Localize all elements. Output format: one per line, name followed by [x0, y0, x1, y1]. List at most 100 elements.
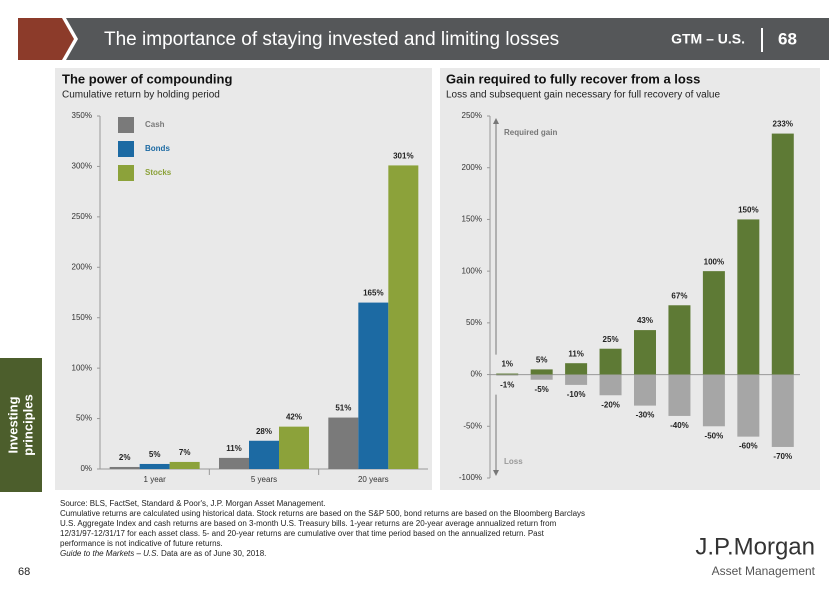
legend-swatch	[118, 165, 134, 181]
series-annotation: Loss	[504, 457, 523, 466]
value-label: 2%	[119, 453, 131, 462]
value-label: 1%	[501, 360, 513, 369]
chart-subtitle: Loss and subsequent gain necessary for f…	[446, 90, 720, 101]
y-tick-label: 250%	[462, 111, 482, 120]
value-label: -70%	[773, 452, 792, 461]
y-tick-label: 100%	[72, 363, 92, 372]
bar	[737, 219, 760, 375]
value-label: -5%	[535, 385, 549, 394]
side-tab-line: Investing	[5, 396, 20, 453]
y-tick-label: 0%	[470, 370, 482, 379]
side-tab	[0, 358, 42, 492]
value-label: 11%	[568, 349, 584, 358]
loss-arrowhead	[493, 470, 499, 476]
bar	[702, 374, 725, 427]
note: 12/31/97-12/31/17 for each asset class. …	[60, 529, 545, 538]
value-label: 7%	[179, 448, 191, 457]
value-label: 165%	[363, 289, 383, 298]
y-tick-label: 100%	[462, 266, 482, 275]
bar	[668, 305, 691, 375]
header-bar	[66, 18, 829, 60]
bar	[109, 466, 140, 469]
as-of: Guide to the Markets – U.S. Data are as …	[60, 549, 266, 558]
legend-swatch	[118, 117, 134, 133]
y-tick-label: -50%	[463, 421, 482, 430]
bar	[139, 463, 170, 469]
x-tick-label: 5 years	[251, 475, 277, 484]
bar	[634, 374, 656, 406]
legend-swatch	[118, 141, 134, 157]
value-label: 150%	[738, 206, 758, 215]
bar	[358, 302, 389, 469]
header-page: 68	[778, 29, 797, 48]
header-accent	[18, 18, 74, 60]
value-label: 67%	[671, 291, 687, 300]
y-tick-label: 50%	[466, 318, 482, 327]
series-annotation: Required gain	[504, 128, 557, 137]
y-tick-label: 250%	[72, 212, 92, 221]
x-tick-label: 1 year	[144, 475, 167, 484]
value-label: -20%	[601, 400, 620, 409]
legend-label: Stocks	[145, 168, 172, 177]
bar	[169, 461, 200, 469]
note: performance is not indicative of future …	[60, 539, 223, 548]
bar	[279, 426, 309, 469]
value-label: 301%	[393, 152, 413, 161]
y-tick-label: 300%	[72, 162, 92, 171]
right-panel	[440, 68, 820, 490]
bar	[530, 374, 553, 380]
y-tick-label: 0%	[80, 464, 92, 473]
y-tick-label: 350%	[72, 111, 92, 120]
y-tick-label: 200%	[462, 163, 482, 172]
y-tick-label: 150%	[462, 215, 482, 224]
bar	[249, 440, 279, 469]
gain-arrowhead	[493, 118, 499, 124]
header-series: GTM – U.S.	[671, 31, 745, 47]
logo-name: J.P.Morgan	[695, 533, 815, 560]
value-label: -50%	[705, 431, 724, 440]
value-label: 100%	[704, 257, 724, 266]
value-label: 5%	[149, 450, 161, 459]
bar	[328, 417, 359, 469]
bar	[702, 271, 725, 375]
value-label: 42%	[286, 413, 302, 422]
value-label: 233%	[773, 120, 793, 129]
y-tick-label: 200%	[72, 262, 92, 271]
value-label: 5%	[536, 356, 548, 365]
page-number: 68	[18, 566, 30, 578]
bar	[496, 374, 519, 376]
side-tab-text: Investing principles	[5, 394, 35, 455]
bar	[634, 330, 656, 375]
bar	[219, 457, 249, 469]
value-label: -1%	[500, 381, 514, 390]
chart-title: Gain required to fully recover from a lo…	[446, 71, 700, 86]
note: Cumulative returns are calculated using …	[60, 509, 585, 518]
bar	[771, 374, 794, 447]
chart-subtitle: Cumulative return by holding period	[62, 90, 220, 101]
y-tick-label: 150%	[72, 313, 92, 322]
value-label: 51%	[335, 404, 351, 413]
bar	[737, 374, 760, 437]
x-tick-label: 20 years	[358, 475, 389, 484]
bar	[530, 369, 553, 375]
bar	[599, 374, 622, 396]
bar	[771, 133, 794, 375]
logo-division: Asset Management	[712, 564, 816, 578]
side-tab-line: principles	[20, 394, 35, 455]
legend-label: Bonds	[145, 144, 170, 153]
bar	[565, 374, 588, 385]
as-of-text: Data are as of June 30, 2018.	[161, 549, 266, 558]
value-label: 43%	[637, 316, 653, 325]
value-label: 28%	[256, 427, 272, 436]
header-title: The importance of staying invested and l…	[104, 29, 559, 50]
bar	[599, 348, 622, 375]
value-label: 25%	[603, 335, 619, 344]
y-tick-label: -100%	[459, 473, 482, 482]
value-label: -40%	[670, 421, 689, 430]
value-label: -60%	[739, 442, 758, 451]
guide-name: Guide to the Markets – U.S.	[60, 549, 159, 558]
value-label: 11%	[226, 444, 242, 453]
note: U.S. Aggregate Index and cash returns ar…	[60, 519, 557, 528]
value-label: -30%	[636, 411, 655, 420]
